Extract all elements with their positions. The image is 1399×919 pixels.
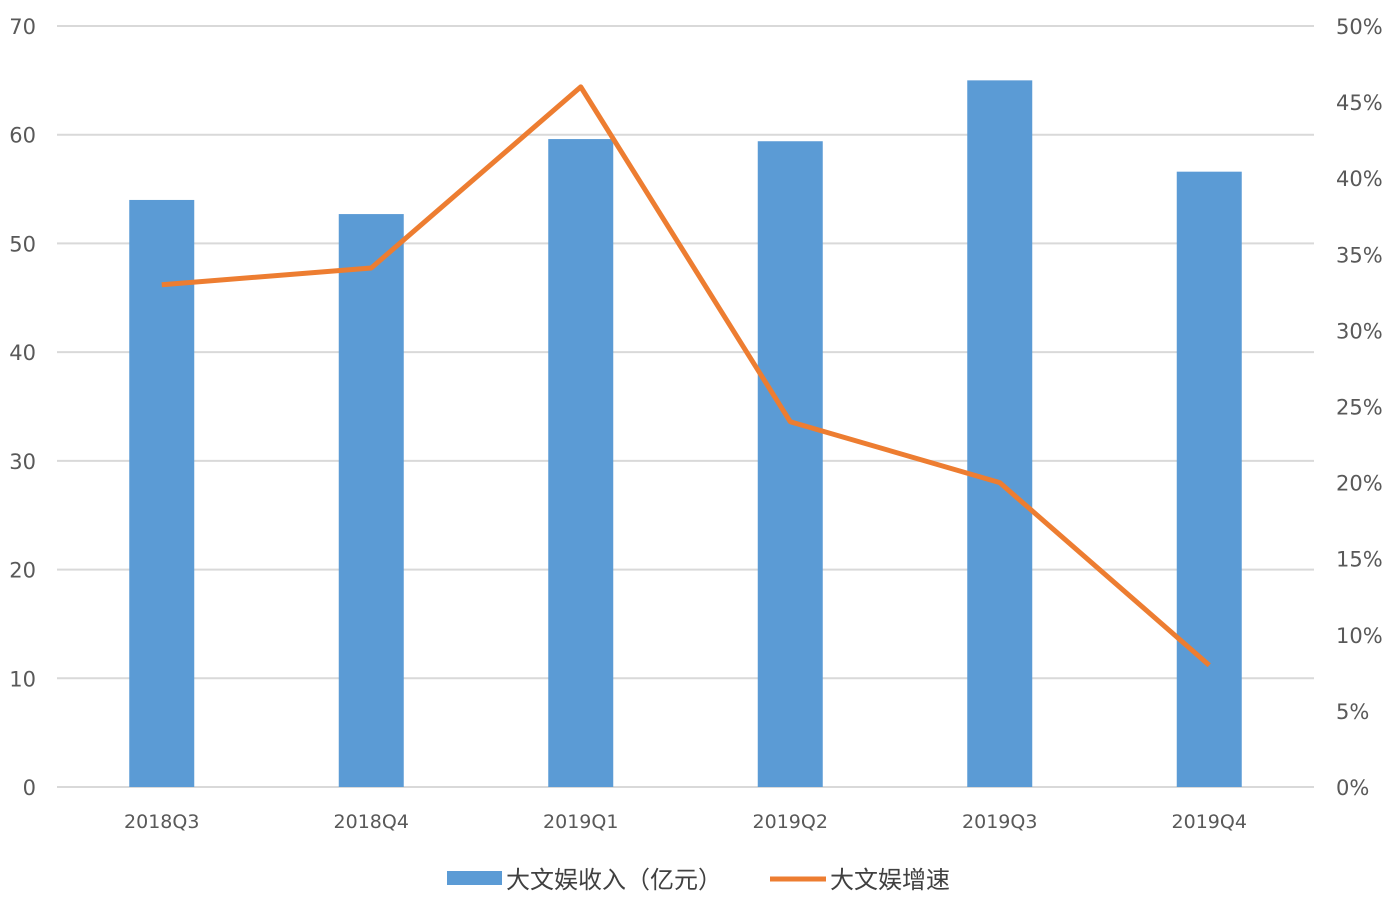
- legend-bar-label: 大文娱收入（亿元）: [506, 866, 722, 894]
- y-tick-label: 40: [9, 341, 36, 365]
- x-tick-label: 2018Q3: [124, 811, 199, 833]
- y2-tick-label: 5%: [1336, 700, 1369, 724]
- y2-tick-label: 30%: [1336, 319, 1383, 343]
- y2-tick-label: 50%: [1336, 15, 1383, 39]
- bar: [338, 214, 404, 788]
- y-tick-label: 60: [9, 124, 36, 148]
- y-tick-label: 10: [9, 667, 36, 691]
- line-series: [161, 84, 1211, 668]
- y2-tick-label: 0%: [1336, 776, 1369, 800]
- legend-line-label: 大文娱增速: [830, 866, 950, 894]
- bar: [1176, 171, 1242, 788]
- bar-series: [129, 80, 1242, 788]
- y-tick-label: 70: [9, 15, 36, 39]
- bar: [548, 139, 614, 787]
- y-tick-label: 20: [9, 559, 36, 583]
- bar: [129, 199, 195, 787]
- right-axis: 0% 5% 10% 15% 20% 25% 30% 35% 40% 45% 50%: [1336, 15, 1383, 800]
- x-axis: 2018Q3 2018Q4 2019Q1 2019Q2 2019Q3 2019Q4: [124, 811, 1247, 833]
- bar: [757, 141, 823, 788]
- gridlines: [57, 25, 1314, 788]
- y-tick-label: 30: [9, 450, 36, 474]
- y2-tick-label: 45%: [1336, 91, 1383, 115]
- y2-tick-label: 10%: [1336, 624, 1383, 648]
- legend: 大文娱收入（亿元） 大文娱增速: [447, 866, 950, 894]
- y-tick-label: 0: [23, 776, 36, 800]
- x-tick-label: 2019Q1: [543, 811, 618, 833]
- x-tick-label: 2019Q2: [753, 811, 828, 833]
- y-tick-label: 50: [9, 232, 36, 256]
- x-tick-label: 2019Q4: [1172, 811, 1247, 833]
- legend-bar-swatch: [447, 871, 502, 885]
- y2-tick-label: 20%: [1336, 472, 1383, 496]
- y2-tick-label: 25%: [1336, 396, 1383, 420]
- left-axis: 0 10 20 30 40 50 60 70: [9, 15, 36, 800]
- x-tick-label: 2019Q3: [962, 811, 1037, 833]
- y2-tick-label: 40%: [1336, 167, 1383, 191]
- y2-tick-label: 15%: [1336, 548, 1383, 572]
- growth-line: [161, 84, 1211, 668]
- bar: [967, 80, 1033, 788]
- x-tick-label: 2018Q4: [334, 811, 409, 833]
- y2-tick-label: 35%: [1336, 243, 1383, 267]
